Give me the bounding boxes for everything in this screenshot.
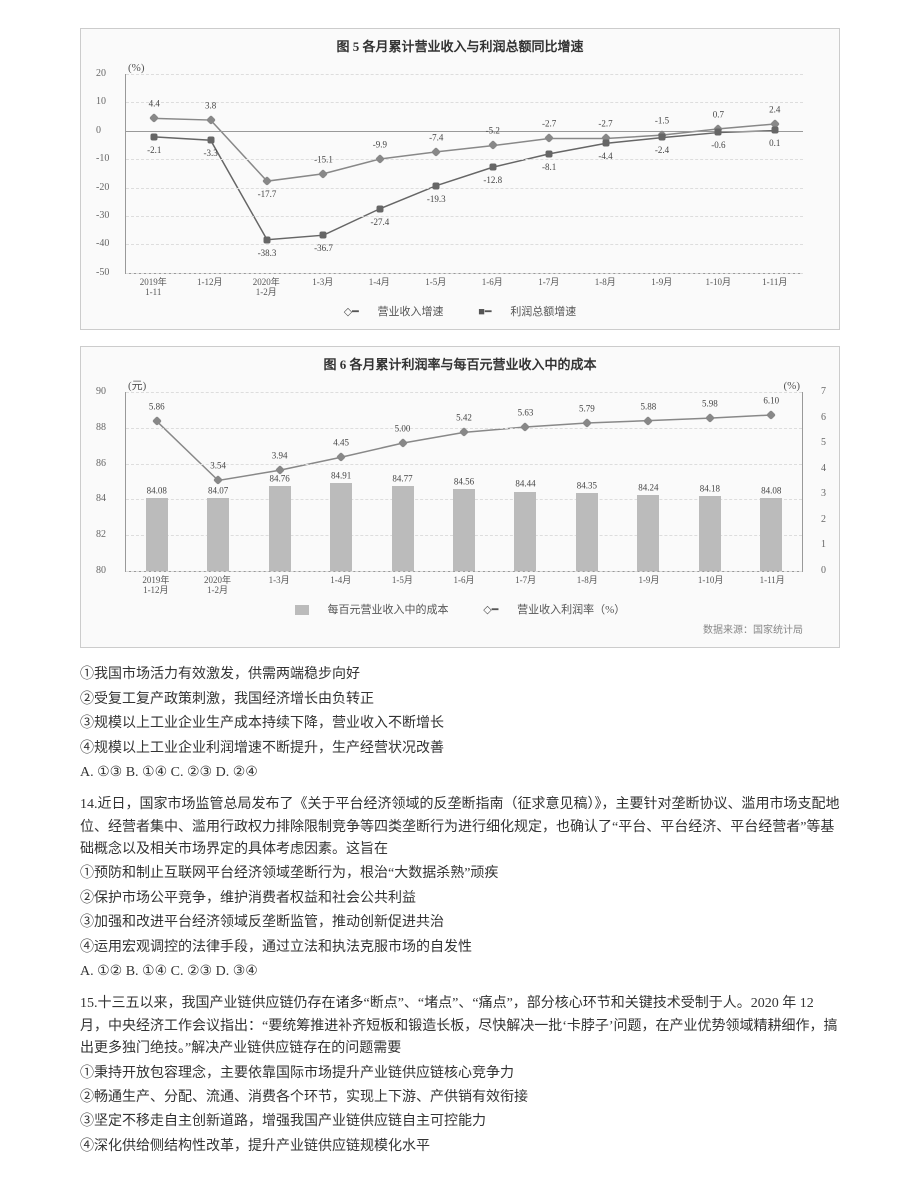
bar-icon <box>295 605 309 615</box>
stmt: ④深化供给侧结构性改革，提升产业链供应链规模化水平 <box>80 1136 840 1158</box>
chart5-xlabels: 2019年1-111-12月2020年1-2月1-3月1-4月1-5月1-6月1… <box>125 278 803 298</box>
chart6-source: 数据来源：国家统计局 <box>89 623 803 639</box>
q13-statements: ①我国市场活力有效激发，供需两端稳步向好 ②受复工复产政策刺激，我国经济增长由负… <box>80 664 840 784</box>
square-icon: ■━ <box>478 306 491 318</box>
q13-options: A. ①③ B. ①④ C. ②③ D. ②④ <box>80 762 840 784</box>
stmt: ②受复工复产政策刺激，我国经济增长由负转正 <box>80 689 840 711</box>
stmt: ③加强和改进平台经济领域反垄断监管，推动创新促进共治 <box>80 912 840 934</box>
legend-item: ■━ 利润总额增速 <box>470 306 584 318</box>
stmt: ②保护市场公平竞争，维护消费者权益和社会公共利益 <box>80 888 840 910</box>
chart6-xlabels: 2019年1-12月2020年1-2月1-3月1-4月1-5月1-6月1-7月1… <box>125 576 803 596</box>
chart6-title: 图 6 各月累计利润率与每百元营业收入中的成本 <box>89 355 831 376</box>
chart5-legend: ◇━ 营业收入增速 ■━ 利润总额增速 <box>89 304 831 322</box>
legend-item: ◇━ 营业收入增速 <box>336 306 452 318</box>
chart-5: 图 5 各月累计营业收入与利润总额同比增速 (%) -50-40-30-20-1… <box>80 28 840 330</box>
stmt: ①秉持开放包容理念，主要依靠国际市场提升产业链供应链核心竞争力 <box>80 1063 840 1085</box>
stmt: ④规模以上工业企业利润增速不断提升，生产经营状况改善 <box>80 738 840 760</box>
stmt: ①预防和制止互联网平台经济领域垄断行为，根治“大数据杀熟”顽疾 <box>80 863 840 885</box>
diamond-icon: ◇━ <box>483 604 498 616</box>
q14-options: A. ①② B. ①④ C. ②③ D. ③④ <box>80 961 840 983</box>
stmt: ③规模以上工业企业生产成本持续下降，营业收入不断增长 <box>80 713 840 735</box>
legend-item: 每百元营业收入中的成本 <box>287 604 457 616</box>
stmt: ③坚定不移走自主创新道路，增强我国产业链供应链自主可控能力 <box>80 1111 840 1133</box>
chart-6: 图 6 各月累计利润率与每百元营业收入中的成本 (元) (%) 80828486… <box>80 346 840 648</box>
q14-stem: 14.近日，国家市场监管总局发布了《关于平台经济领域的反垄断指南（征求意见稿）》… <box>80 794 840 861</box>
stmt: ④运用宏观调控的法律手段，通过立法和执法克服市场的自发性 <box>80 937 840 959</box>
q15: 15.十三五以来，我国产业链供应链仍存在诸多“断点”、“堵点”、“痛点”，部分核… <box>80 993 840 1158</box>
chart6-legend: 每百元营业收入中的成本 ◇━ 营业收入利润率（%） <box>89 602 831 620</box>
legend-item: ◇━ 营业收入利润率（%） <box>475 604 633 616</box>
chart5-plot: (%) -50-40-30-20-10010204.43.8-17.7-15.1… <box>125 74 803 274</box>
chart6-plot: (元) (%) 8082848688900123456784.0884.0784… <box>125 392 803 572</box>
q15-stem: 15.十三五以来，我国产业链供应链仍存在诸多“断点”、“堵点”、“痛点”，部分核… <box>80 993 840 1060</box>
q14: 14.近日，国家市场监管总局发布了《关于平台经济领域的反垄断指南（征求意见稿）》… <box>80 794 840 983</box>
stmt: ②畅通生产、分配、流通、消费各个环节，实现上下游、产供销有效衔接 <box>80 1087 840 1109</box>
stmt: ①我国市场活力有效激发，供需两端稳步向好 <box>80 664 840 686</box>
chart5-title: 图 5 各月累计营业收入与利润总额同比增速 <box>89 37 831 58</box>
diamond-icon: ◇━ <box>344 306 359 318</box>
